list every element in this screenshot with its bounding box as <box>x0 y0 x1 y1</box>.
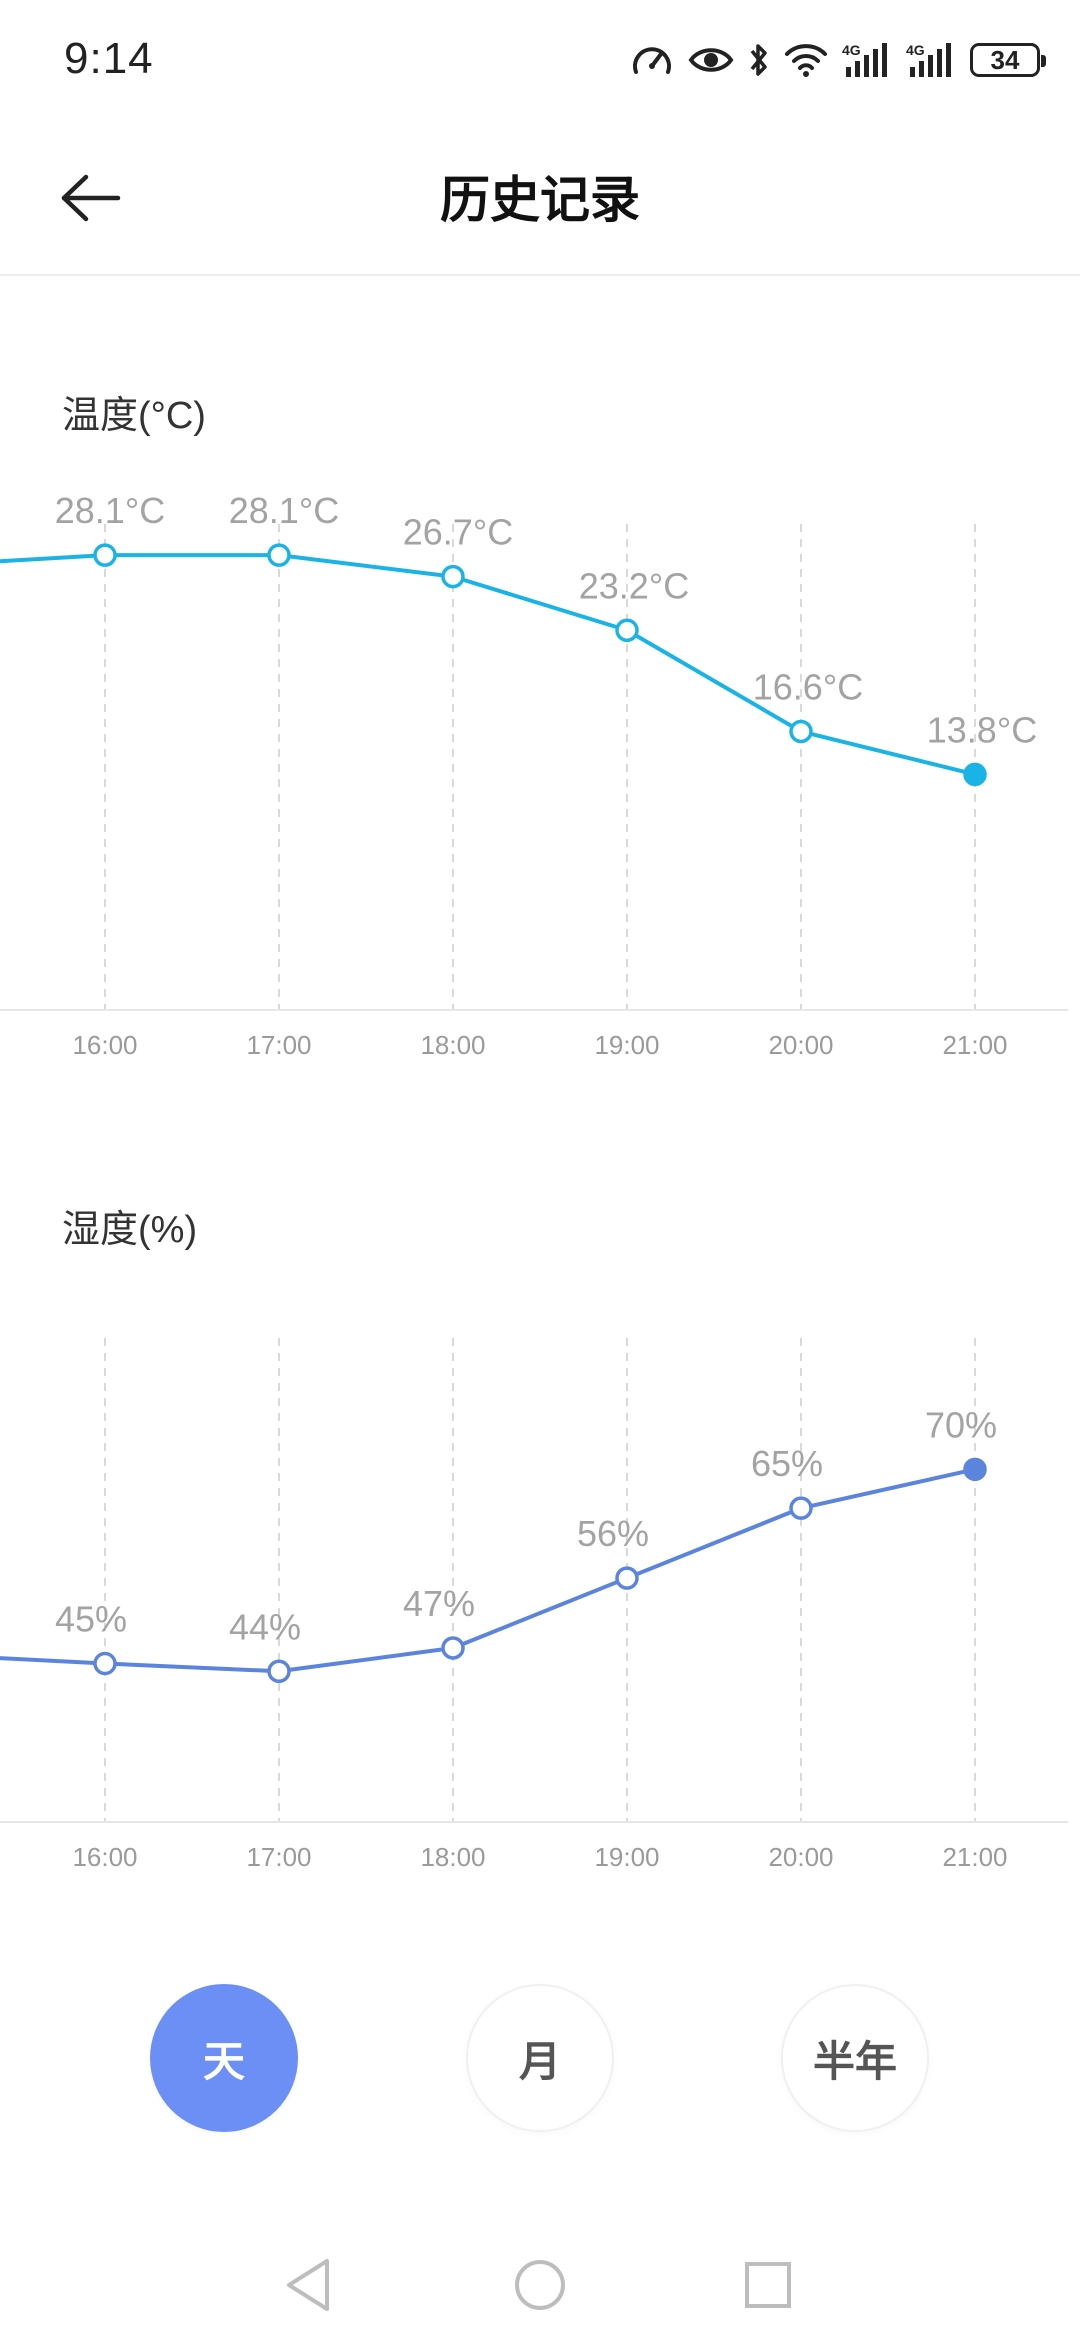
humidity-data-point <box>963 1457 987 1482</box>
humidity-chart-section: 湿度(%) 45% 44% 47% 56% 65% 70% 16:00 17:00 18:00 1… <box>0 1090 1080 1890</box>
humidity-data-label: 65% <box>751 1443 823 1484</box>
wifi-icon <box>785 44 827 77</box>
range-month-button[interactable]: 月 <box>466 1984 614 2132</box>
status-bar: 9:14 4G 4G <box>0 0 1080 120</box>
humidity-x-tick-label: 18:00 <box>420 1842 485 1872</box>
signal-4g-icon: 4G <box>906 42 951 77</box>
humidity-data-point <box>789 1496 813 1520</box>
humidity-data-label: 45% <box>55 1599 127 1640</box>
range-selector: 天 月 半年 <box>0 1984 1080 2134</box>
temperature-data-label: 16.6°C <box>753 666 863 707</box>
temperature-data-point <box>267 543 291 567</box>
temperature-data-point <box>615 618 639 643</box>
nav-back-icon <box>287 2259 329 2311</box>
temperature-x-tick-label: 16:00 <box>72 1030 137 1060</box>
nav-home-button[interactable] <box>505 2250 575 2320</box>
speed-icon <box>633 47 671 74</box>
temperature-data-point <box>441 564 465 589</box>
temperature-data-point <box>963 762 987 787</box>
humidity-x-tick-label: 17:00 <box>246 1842 311 1872</box>
page-title: 历史记录 <box>440 172 640 228</box>
humidity-x-tick-label: 16:00 <box>72 1842 137 1872</box>
temperature-x-tick-label: 21:00 <box>942 1030 1007 1060</box>
humidity-data-label: 70% <box>925 1404 997 1445</box>
temperature-chart-section: 温度(°C) 28.1°C 28.1°C 26.7°C 23.2°C 16.6°C 13.… <box>0 274 1080 1074</box>
back-arrow-icon <box>61 174 121 222</box>
nav-recents-icon <box>745 2262 791 2308</box>
temperature-x-tick-label: 17:00 <box>246 1030 311 1060</box>
temperature-data-label: 28.1°C <box>229 490 339 531</box>
svg-text:4G: 4G <box>906 42 925 58</box>
status-icons: 4G 4G 34 <box>630 34 1046 86</box>
eye-icon <box>688 48 734 72</box>
humidity-chart: 45% 44% 47% 56% 65% 70% 16:00 17:00 18:00 19:00 20… <box>0 1338 1068 1872</box>
temperature-data-point <box>789 719 813 744</box>
temperature-data-point <box>93 543 117 567</box>
humidity-x-tick-label: 19:00 <box>594 1842 659 1872</box>
range-day-button[interactable]: 天 <box>150 1984 298 2132</box>
temperature-chart: 28.1°C 28.1°C 26.7°C 23.2°C 16.6°C 13.8°C 16:0… <box>0 490 1068 1060</box>
temperature-chart-title: 温度(°C) <box>62 395 206 437</box>
humidity-series-line <box>0 1467 976 1674</box>
nav-recents-button[interactable] <box>733 2250 803 2320</box>
temperature-data-label: 26.7°C <box>403 512 513 553</box>
signal-4g-icon: 4G <box>842 42 887 77</box>
battery-level: 34 <box>990 44 1020 75</box>
humidity-data-point <box>93 1651 117 1676</box>
back-button[interactable] <box>60 158 160 238</box>
humidity-data-label: 56% <box>577 1513 649 1554</box>
svg-text:4G: 4G <box>842 42 861 58</box>
temperature-data-label: 23.2°C <box>579 565 689 606</box>
humidity-data-point <box>441 1636 465 1660</box>
temperature-x-tick-label: 19:00 <box>594 1030 659 1060</box>
temperature-x-tick-label: 18:00 <box>420 1030 485 1060</box>
humidity-data-point <box>267 1659 291 1684</box>
nav-back-button[interactable] <box>273 2250 343 2320</box>
humidity-data-label: 44% <box>229 1606 301 1647</box>
humidity-chart-title: 湿度(%) <box>62 1209 198 1251</box>
status-time: 9:14 <box>64 34 154 83</box>
system-nav-bar <box>0 2220 1080 2340</box>
temperature-data-label: 13.8°C <box>927 709 1037 750</box>
humidity-x-tick-label: 20:00 <box>768 1842 833 1872</box>
temperature-series-line <box>0 553 976 777</box>
humidity-data-point <box>615 1566 639 1590</box>
humidity-x-tick-label: 21:00 <box>942 1842 1007 1872</box>
temperature-x-tick-label: 20:00 <box>768 1030 833 1060</box>
bluetooth-icon <box>750 44 767 76</box>
app-header: 历史记录 <box>0 120 1080 276</box>
humidity-data-label: 47% <box>403 1583 475 1624</box>
range-half-year-button[interactable]: 半年 <box>781 1984 929 2132</box>
temperature-data-label: 28.1°C <box>55 490 165 531</box>
nav-home-icon <box>515 2260 565 2310</box>
battery-icon: 34 <box>970 43 1046 77</box>
